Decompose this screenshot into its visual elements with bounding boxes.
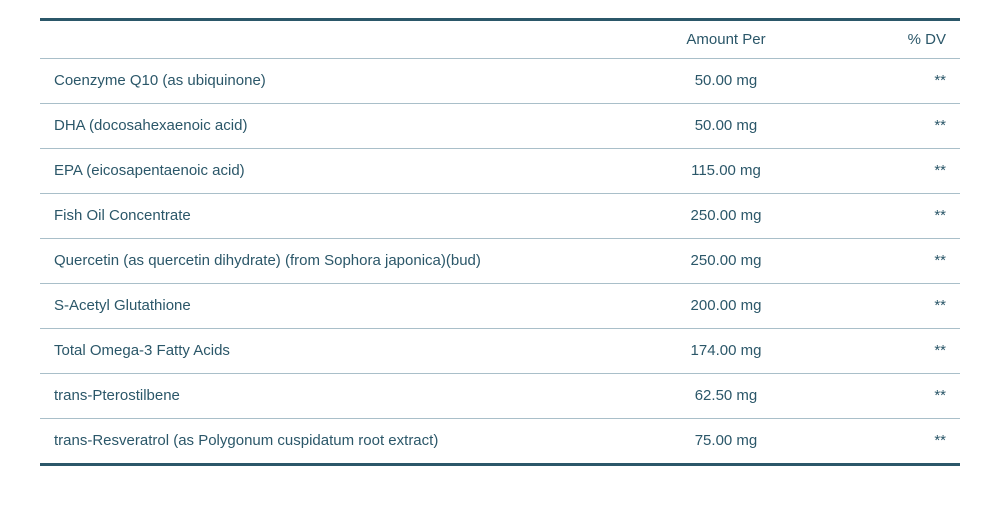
cell-dv: ** bbox=[816, 342, 946, 360]
table-row: S-Acetyl Glutathione 200.00 mg ** bbox=[40, 284, 960, 329]
cell-dv: ** bbox=[816, 252, 946, 270]
cell-dv: ** bbox=[816, 387, 946, 405]
cell-dv: ** bbox=[816, 432, 946, 450]
cell-amount: 200.00 mg bbox=[636, 297, 816, 315]
cell-dv: ** bbox=[816, 162, 946, 180]
table-row: DHA (docosahexaenoic acid) 50.00 mg ** bbox=[40, 104, 960, 149]
header-amount: Amount Per bbox=[636, 31, 816, 48]
cell-dv: ** bbox=[816, 117, 946, 135]
cell-amount: 50.00 mg bbox=[636, 72, 816, 90]
table-row: trans-Pterostilbene 62.50 mg ** bbox=[40, 374, 960, 419]
cell-amount: 50.00 mg bbox=[636, 117, 816, 135]
cell-amount: 250.00 mg bbox=[636, 207, 816, 225]
table-row: Total Omega-3 Fatty Acids 174.00 mg ** bbox=[40, 329, 960, 374]
cell-dv: ** bbox=[816, 207, 946, 225]
cell-name: DHA (docosahexaenoic acid) bbox=[54, 117, 636, 135]
header-dv: % DV bbox=[816, 31, 946, 48]
table-row: Coenzyme Q10 (as ubiquinone) 50.00 mg ** bbox=[40, 59, 960, 104]
table-row: Fish Oil Concentrate 250.00 mg ** bbox=[40, 194, 960, 239]
cell-amount: 250.00 mg bbox=[636, 252, 816, 270]
table-row: trans-Resveratrol (as Polygonum cuspidat… bbox=[40, 419, 960, 464]
table-bottom-border bbox=[40, 463, 960, 466]
cell-name: trans-Resveratrol (as Polygonum cuspidat… bbox=[54, 432, 636, 450]
table-row: EPA (eicosapentaenoic acid) 115.00 mg ** bbox=[40, 149, 960, 194]
cell-name: Quercetin (as quercetin dihydrate) (from… bbox=[54, 252, 636, 270]
cell-name: Fish Oil Concentrate bbox=[54, 207, 636, 225]
cell-amount: 174.00 mg bbox=[636, 342, 816, 360]
cell-amount: 62.50 mg bbox=[636, 387, 816, 405]
cell-name: EPA (eicosapentaenoic acid) bbox=[54, 162, 636, 180]
cell-dv: ** bbox=[816, 297, 946, 315]
nutrition-table: Amount Per % DV Coenzyme Q10 (as ubiquin… bbox=[40, 18, 960, 466]
cell-name: Total Omega-3 Fatty Acids bbox=[54, 342, 636, 360]
cell-name: S-Acetyl Glutathione bbox=[54, 297, 636, 315]
cell-name: Coenzyme Q10 (as ubiquinone) bbox=[54, 72, 636, 90]
cell-amount: 115.00 mg bbox=[636, 162, 816, 180]
cell-dv: ** bbox=[816, 72, 946, 90]
cell-amount: 75.00 mg bbox=[636, 432, 816, 450]
table-row: Quercetin (as quercetin dihydrate) (from… bbox=[40, 239, 960, 284]
table-header-row: Amount Per % DV bbox=[40, 21, 960, 59]
cell-name: trans-Pterostilbene bbox=[54, 387, 636, 405]
